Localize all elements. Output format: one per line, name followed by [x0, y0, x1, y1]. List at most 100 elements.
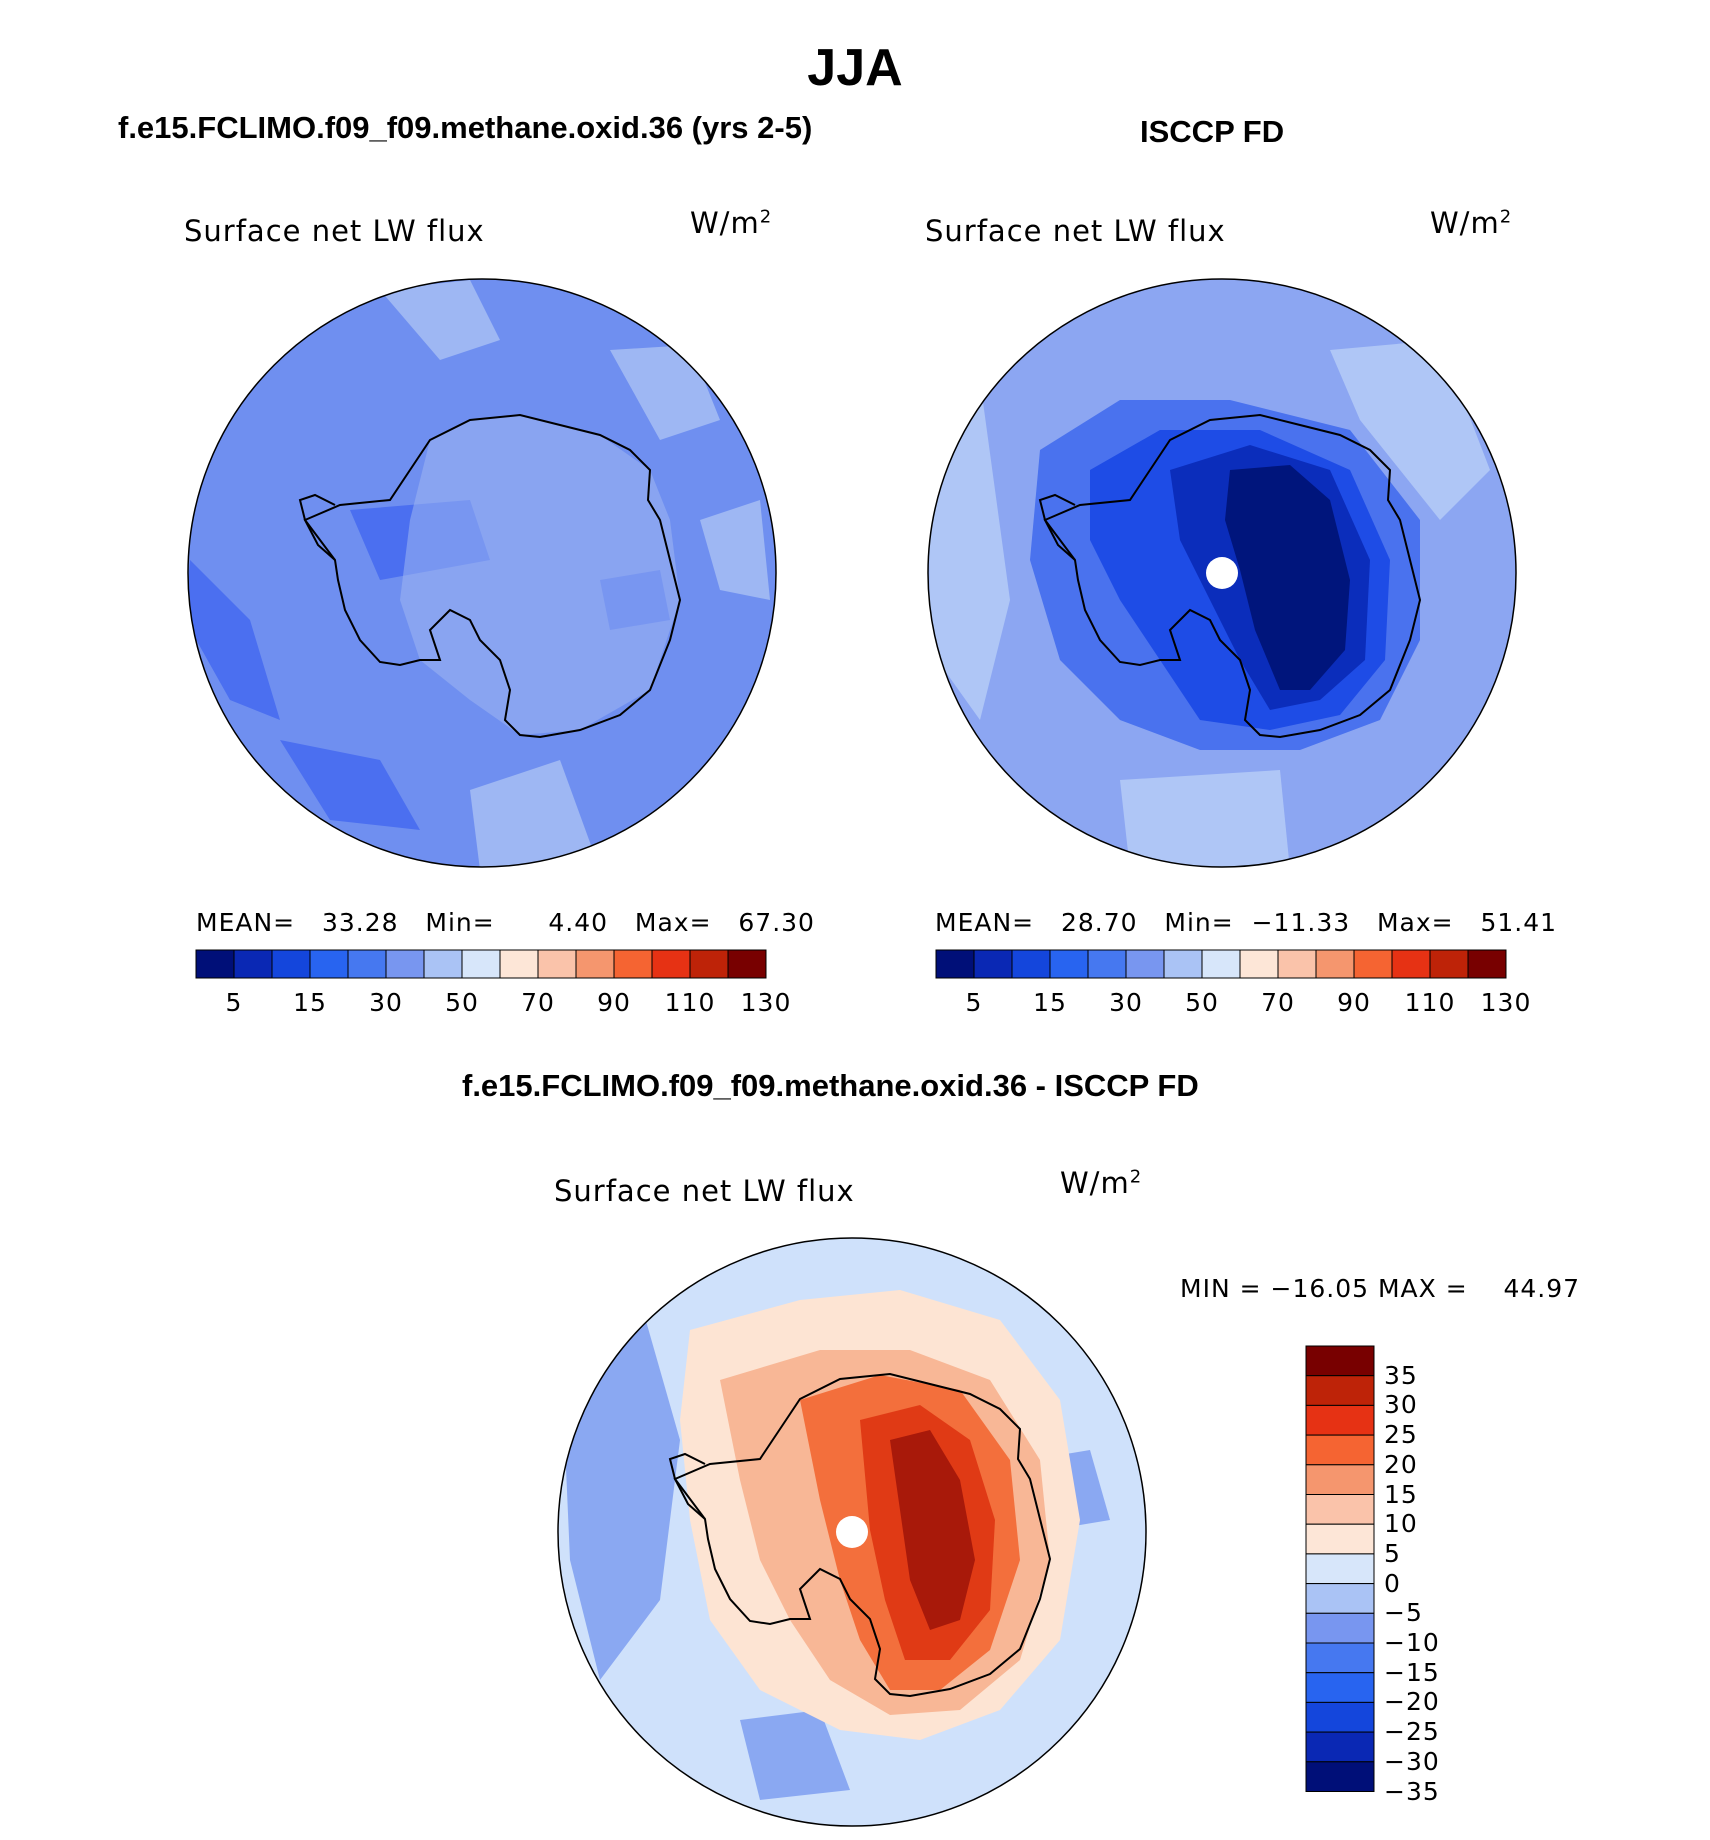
- colorbar-swatch: [195, 949, 235, 979]
- obs-stats: MEAN= 28.70 Min= −11.33 Max= 51.41: [935, 908, 1558, 937]
- diff-case-title: f.e15.FCLIMO.f09_f09.methane.oxid.36 - I…: [462, 1068, 1199, 1103]
- colorbar-tick-label: 15: [1033, 988, 1067, 1017]
- colorbar-tick-label: −30: [1384, 1746, 1440, 1776]
- colorbar-swatch: [1353, 949, 1393, 979]
- model-colorbar: [195, 949, 767, 979]
- colorbar-swatch: [575, 949, 615, 979]
- colorbar-tick-label: 0: [1384, 1568, 1401, 1598]
- colorbar-tick-label: 50: [445, 988, 479, 1017]
- colorbar-tick-label: 110: [664, 988, 716, 1017]
- diff-blue-patch: [740, 1710, 850, 1800]
- colorbar-tick-label: −20: [1384, 1687, 1440, 1717]
- colorbar-tick-label: 30: [1109, 988, 1143, 1017]
- colorbar-swatch: [1049, 949, 1089, 979]
- model-map-border: [187, 278, 777, 868]
- colorbar-swatch: [1315, 949, 1355, 979]
- colorbar-tick-label: 130: [740, 988, 792, 1017]
- model-map: [188, 279, 776, 867]
- colorbar-tick-label: 90: [597, 988, 631, 1017]
- colorbar-tick-label: 130: [1480, 988, 1532, 1017]
- colorbar-swatch: [461, 949, 501, 979]
- colorbar-tick-label: 15: [1384, 1479, 1418, 1509]
- colorbar-tick-label: 5: [225, 988, 243, 1017]
- colorbar-swatch: [271, 949, 311, 979]
- colorbar-tick-label: −10: [1384, 1628, 1440, 1657]
- colorbar-tick-label: 110: [1404, 988, 1456, 1017]
- colorbar-swatch: [1305, 1464, 1375, 1496]
- colorbar-swatch: [1305, 1553, 1375, 1585]
- model-stats: MEAN= 33.28 Min= 4.40 Max= 67.30: [196, 908, 815, 937]
- colorbar-swatch: [1305, 1761, 1375, 1793]
- colorbar-tick-label: 70: [521, 988, 555, 1017]
- obs-deepest-band: [1225, 465, 1350, 690]
- colorbar-tick-label: −35: [1384, 1776, 1440, 1806]
- colorbar-swatch: [1391, 949, 1431, 979]
- colorbar-tick-label: −5: [1384, 1598, 1423, 1628]
- antarctic-peninsula-coast: [1038, 493, 1076, 561]
- colorbar-swatch: [1467, 949, 1507, 979]
- obs-light-patch: [1120, 770, 1290, 867]
- diff-colorbar: [1305, 1345, 1375, 1793]
- colorbar-swatch: [347, 949, 387, 979]
- antarctica-coastline: [1043, 413, 1422, 739]
- colorbar-swatch: [689, 949, 729, 979]
- colorbar-swatch: [613, 949, 653, 979]
- obs-case-title: ISCCP FD: [1140, 114, 1285, 149]
- colorbar-swatch: [537, 949, 577, 979]
- colorbar-tick-label: 30: [369, 988, 403, 1017]
- colorbar-tick-label: 90: [1337, 988, 1371, 1017]
- diff-map: [558, 1238, 1146, 1826]
- diff-pole-hole: [836, 1516, 868, 1548]
- obs-panel-title: Surface net LW flux: [925, 214, 1226, 248]
- colorbar-swatch: [727, 949, 767, 979]
- colorbar-swatch: [1429, 949, 1469, 979]
- colorbar-swatch: [1305, 1583, 1375, 1614]
- colorbar-swatch: [309, 949, 349, 979]
- obs-colorbar: [935, 949, 1507, 979]
- colorbar-swatch: [1305, 1672, 1375, 1703]
- colorbar-swatch: [1201, 949, 1241, 979]
- colorbar-tick-label: 15: [293, 988, 327, 1017]
- colorbar-tick-label: 70: [1261, 988, 1295, 1017]
- antarctica-coastline: [303, 413, 682, 739]
- figure-title: JJA: [807, 39, 903, 97]
- model-light-patch: [470, 760, 600, 867]
- model-panel-title: Surface net LW flux: [184, 214, 485, 248]
- colorbar-swatch: [1239, 949, 1279, 979]
- antarctic-peninsula-coast: [668, 1452, 706, 1520]
- diff-map-border: [557, 1237, 1147, 1827]
- colorbar-swatch: [385, 949, 425, 979]
- colorbar-swatch: [935, 949, 975, 979]
- colorbar-tick-label: 30: [1384, 1390, 1418, 1420]
- model-deep-patch: [280, 740, 420, 830]
- colorbar-swatch: [1305, 1612, 1375, 1644]
- obs-units: W/m2: [1430, 206, 1513, 240]
- model-units: W/m2: [690, 206, 773, 240]
- colorbar-swatch: [1305, 1701, 1375, 1733]
- colorbar-swatch: [1305, 1434, 1375, 1466]
- model-deep-patch: [188, 560, 280, 720]
- obs-map: [928, 279, 1516, 867]
- diff-panel-title: Surface net LW flux: [554, 1174, 855, 1208]
- colorbar-swatch: [1305, 1494, 1375, 1525]
- diff-units: W/m2: [1060, 1166, 1143, 1200]
- model-interior: [400, 415, 680, 735]
- colorbar-swatch: [1305, 1375, 1375, 1406]
- colorbar-swatch: [1125, 949, 1165, 979]
- colorbar-tick-label: 5: [965, 988, 983, 1017]
- antarctic-peninsula-coast: [298, 493, 336, 561]
- diff-darkest-band: [890, 1430, 975, 1630]
- colorbar-tick-label: 10: [1384, 1509, 1418, 1539]
- colorbar-swatch: [1305, 1404, 1375, 1436]
- colorbar-swatch: [1305, 1731, 1375, 1763]
- colorbar-swatch: [1087, 949, 1127, 979]
- model-light-patch: [380, 280, 500, 360]
- antarctica-coastline: [673, 1372, 1052, 1698]
- obs-pole-hole: [1206, 557, 1238, 589]
- colorbar-swatch: [1011, 949, 1051, 979]
- colorbar-tick-label: −25: [1384, 1717, 1440, 1747]
- colorbar-swatch: [1305, 1523, 1375, 1555]
- colorbar-tick-label: −15: [1384, 1657, 1440, 1687]
- diff-stats: MIN = −16.05 MAX = 44.97: [1180, 1274, 1581, 1303]
